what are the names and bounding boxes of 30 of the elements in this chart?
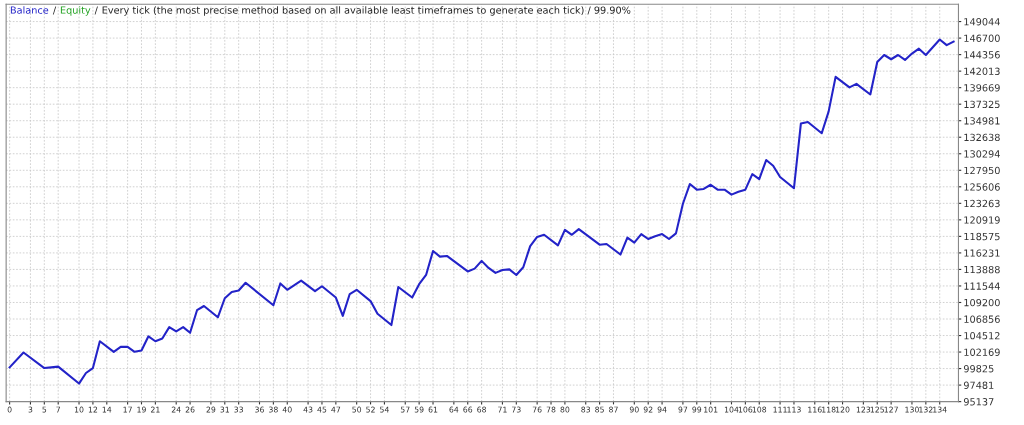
y-tick-label: 116231	[964, 249, 1000, 257]
y-tick-label: 109200	[964, 298, 1000, 307]
text: Balance	[10, 6, 49, 14]
y-tick-label: 104512	[964, 332, 1000, 340]
line-series	[8, 38, 955, 385]
y-tick-label: 95137	[963, 398, 994, 406]
y-tick-label: 144356	[964, 51, 1000, 59]
y-tick-label: 106856	[964, 315, 1000, 323]
y-tick-label: 127950	[964, 166, 1000, 175]
y-tick-label: 142013	[964, 67, 1000, 75]
y-tick-label: 120919	[964, 216, 1000, 224]
y-tick-label: 125606	[964, 183, 1000, 191]
y-tick-label: 123263	[964, 199, 1000, 208]
y-tick-label: 130294	[964, 150, 1000, 158]
y-tick-label: 111544	[964, 282, 1000, 290]
y-tick-label: 134981	[964, 117, 1000, 125]
legend-label: Equity	[60, 6, 91, 16]
y-tick-label: 102169	[964, 348, 1000, 356]
annotation: /	[94, 6, 98, 15]
annotation: /	[52, 6, 57, 15]
y-tick-label: 118575	[964, 232, 1000, 241]
y-tick-label: 132638	[964, 133, 1000, 142]
chart-title: Every tick (the most precise method based on all available least timeframes to generate each tick) / 99.90%	[102, 6, 631, 16]
y-tick-label: 137325	[964, 100, 1000, 109]
y-tick-label: 139669	[964, 84, 1000, 92]
y-tick-label: 113888	[964, 265, 1000, 274]
y-tick-label: 146700	[964, 34, 1000, 42]
y-tick-label: 97481	[963, 381, 994, 389]
y-tick-label: 149044	[964, 18, 1000, 26]
y-tick-label: 99825	[963, 365, 994, 373]
